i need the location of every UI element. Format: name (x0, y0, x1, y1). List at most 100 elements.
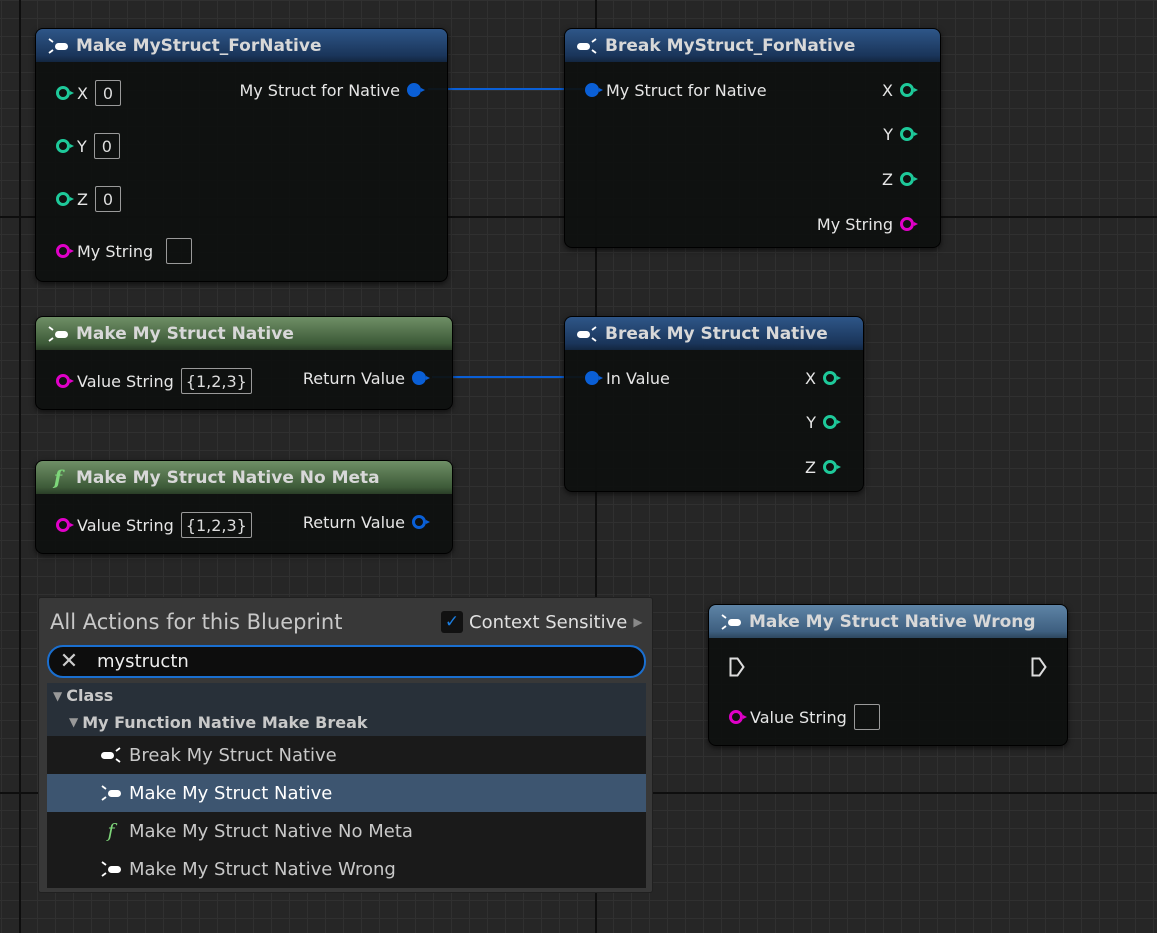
node-make-my-struct-native-wrong[interactable]: Make My Struct Native Wrong Value String (708, 604, 1068, 746)
my-string-value-field[interactable] (166, 238, 193, 264)
int-pin-icon[interactable] (56, 139, 74, 153)
pin-x[interactable]: X (882, 78, 918, 102)
caret-right-icon[interactable]: ▶ (633, 615, 643, 629)
pin-label: Y (77, 136, 87, 156)
menu-item-make-my-struct-native[interactable]: Make My Struct Native (47, 774, 646, 812)
wire-struct-for-native[interactable] (428, 88, 584, 90)
int-pin-icon[interactable] (900, 127, 918, 141)
pin-value-string[interactable]: Value String {1,2,3} (56, 512, 252, 538)
exec-in-pin-icon[interactable] (729, 657, 745, 677)
pin-label: Return Value (302, 368, 405, 388)
search-input[interactable] (97, 651, 597, 672)
int-pin-icon[interactable] (56, 86, 74, 100)
struct-pin-icon[interactable] (585, 371, 603, 385)
string-pin-icon[interactable] (729, 710, 747, 724)
pin-label: My Struct for Native (606, 80, 767, 100)
pin-label: Y (883, 124, 893, 144)
string-pin-icon[interactable] (56, 244, 74, 258)
menu-item-label: Make My Struct Native (129, 782, 333, 804)
clear-search-icon[interactable]: ✕ (59, 649, 79, 674)
break-struct-icon (575, 36, 599, 56)
value-string-field[interactable]: {1,2,3} (180, 512, 252, 538)
pin-my-string[interactable]: My String (56, 238, 193, 264)
node-title: Make MyStruct_ForNative (76, 35, 322, 56)
node-header[interactable]: Break My Struct Native (565, 317, 863, 350)
make-struct-icon (99, 859, 123, 879)
int-pin-icon[interactable] (823, 415, 841, 429)
break-struct-icon (99, 745, 123, 765)
function-icon: f (107, 820, 115, 842)
menu-item-make-my-struct-native-no-meta[interactable]: f Make My Struct Native No Meta (47, 812, 646, 850)
pin-label: Z (882, 169, 893, 189)
pin-in-value[interactable]: In Value (585, 366, 670, 390)
checkbox-checked-icon[interactable]: ✓ (441, 611, 463, 633)
menu-item-label: Make My Struct Native Wrong (129, 858, 396, 880)
node-header[interactable]: Make MyStruct_ForNative (36, 29, 447, 62)
make-struct-icon (46, 324, 70, 344)
int-pin-icon[interactable] (823, 371, 841, 385)
struct-pin-icon[interactable] (412, 371, 430, 385)
int-pin-icon[interactable] (900, 83, 918, 97)
category-label: Class (66, 686, 114, 705)
menu-item-label: Make My Struct Native No Meta (129, 820, 413, 842)
search-box[interactable]: ✕ (47, 645, 646, 678)
pin-output-struct[interactable]: My Struct for Native (239, 78, 425, 102)
pin-value-string[interactable]: Value String {1,2,3} (56, 368, 252, 394)
int-pin-icon[interactable] (56, 192, 74, 206)
menu-item-make-my-struct-native-wrong[interactable]: Make My Struct Native Wrong (47, 850, 646, 888)
wire-return-value[interactable] (432, 376, 584, 378)
node-break-mystruct-fornative[interactable]: Break MyStruct_ForNative My Struct for N… (564, 28, 941, 248)
struct-pin-icon[interactable] (585, 83, 603, 97)
category-class[interactable]: ▼ Class (47, 683, 646, 708)
node-break-my-struct-native[interactable]: Break My Struct Native In Value X Y Z (564, 316, 864, 492)
pin-value-string[interactable]: Value String (729, 704, 880, 730)
menu-title: All Actions for this Blueprint (50, 610, 343, 634)
pin-label: Z (77, 189, 88, 209)
menu-item-break-my-struct-native[interactable]: Break My Struct Native (47, 736, 646, 774)
pin-y[interactable]: Y (883, 122, 918, 146)
pin-input-struct[interactable]: My Struct for Native (585, 78, 767, 102)
subcategory-my-function-native-make-break[interactable]: ▼ My Function Native Make Break (47, 708, 646, 736)
value-string-field[interactable] (853, 704, 880, 730)
pin-my-string[interactable]: My String (816, 212, 918, 236)
node-make-my-struct-native[interactable]: Make My Struct Native Value String {1,2,3… (35, 316, 453, 410)
node-header[interactable]: Break MyStruct_ForNative (565, 29, 940, 62)
pin-x[interactable]: X (805, 366, 841, 390)
int-pin-icon[interactable] (900, 172, 918, 186)
menu-item-label: Break My Struct Native (129, 744, 337, 766)
pin-label: Value String (750, 707, 847, 727)
caret-down-icon[interactable]: ▼ (69, 715, 79, 729)
pin-label: My Struct for Native (239, 80, 400, 100)
exec-out-pin-icon[interactable] (1031, 657, 1047, 677)
node-make-my-struct-native-no-meta[interactable]: f Make My Struct Native No Meta Value Str… (35, 460, 453, 554)
z-value-field[interactable]: 0 (94, 186, 121, 212)
pin-return-value[interactable]: Return Value (302, 366, 430, 390)
pin-label: My String (816, 214, 893, 234)
int-pin-icon[interactable] (823, 460, 841, 474)
struct-pin-icon[interactable] (412, 515, 430, 529)
pin-z[interactable]: Z (882, 167, 918, 191)
x-value-field[interactable]: 0 (94, 80, 121, 106)
pin-return-value[interactable]: Return Value (303, 510, 430, 534)
string-pin-icon[interactable] (56, 518, 74, 532)
break-struct-icon (575, 324, 599, 344)
node-title: Break MyStruct_ForNative (605, 35, 856, 56)
struct-pin-icon[interactable] (407, 83, 425, 97)
string-pin-icon[interactable] (900, 217, 918, 231)
pin-z[interactable]: Z (805, 455, 841, 479)
pin-label: Value String (77, 515, 174, 535)
node-header[interactable]: f Make My Struct Native No Meta (36, 461, 452, 494)
make-struct-icon (719, 612, 743, 632)
node-header[interactable]: Make My Struct Native (36, 317, 452, 350)
pin-y[interactable]: Y (806, 410, 841, 434)
value-string-field[interactable]: {1,2,3} (180, 368, 252, 394)
context-sensitive-toggle[interactable]: ✓ Context Sensitive ▶ (441, 611, 643, 633)
y-value-field[interactable]: 0 (93, 133, 120, 159)
node-header[interactable]: Make My Struct Native Wrong (709, 605, 1067, 638)
string-pin-icon[interactable] (56, 374, 74, 388)
caret-down-icon[interactable]: ▼ (53, 688, 63, 703)
